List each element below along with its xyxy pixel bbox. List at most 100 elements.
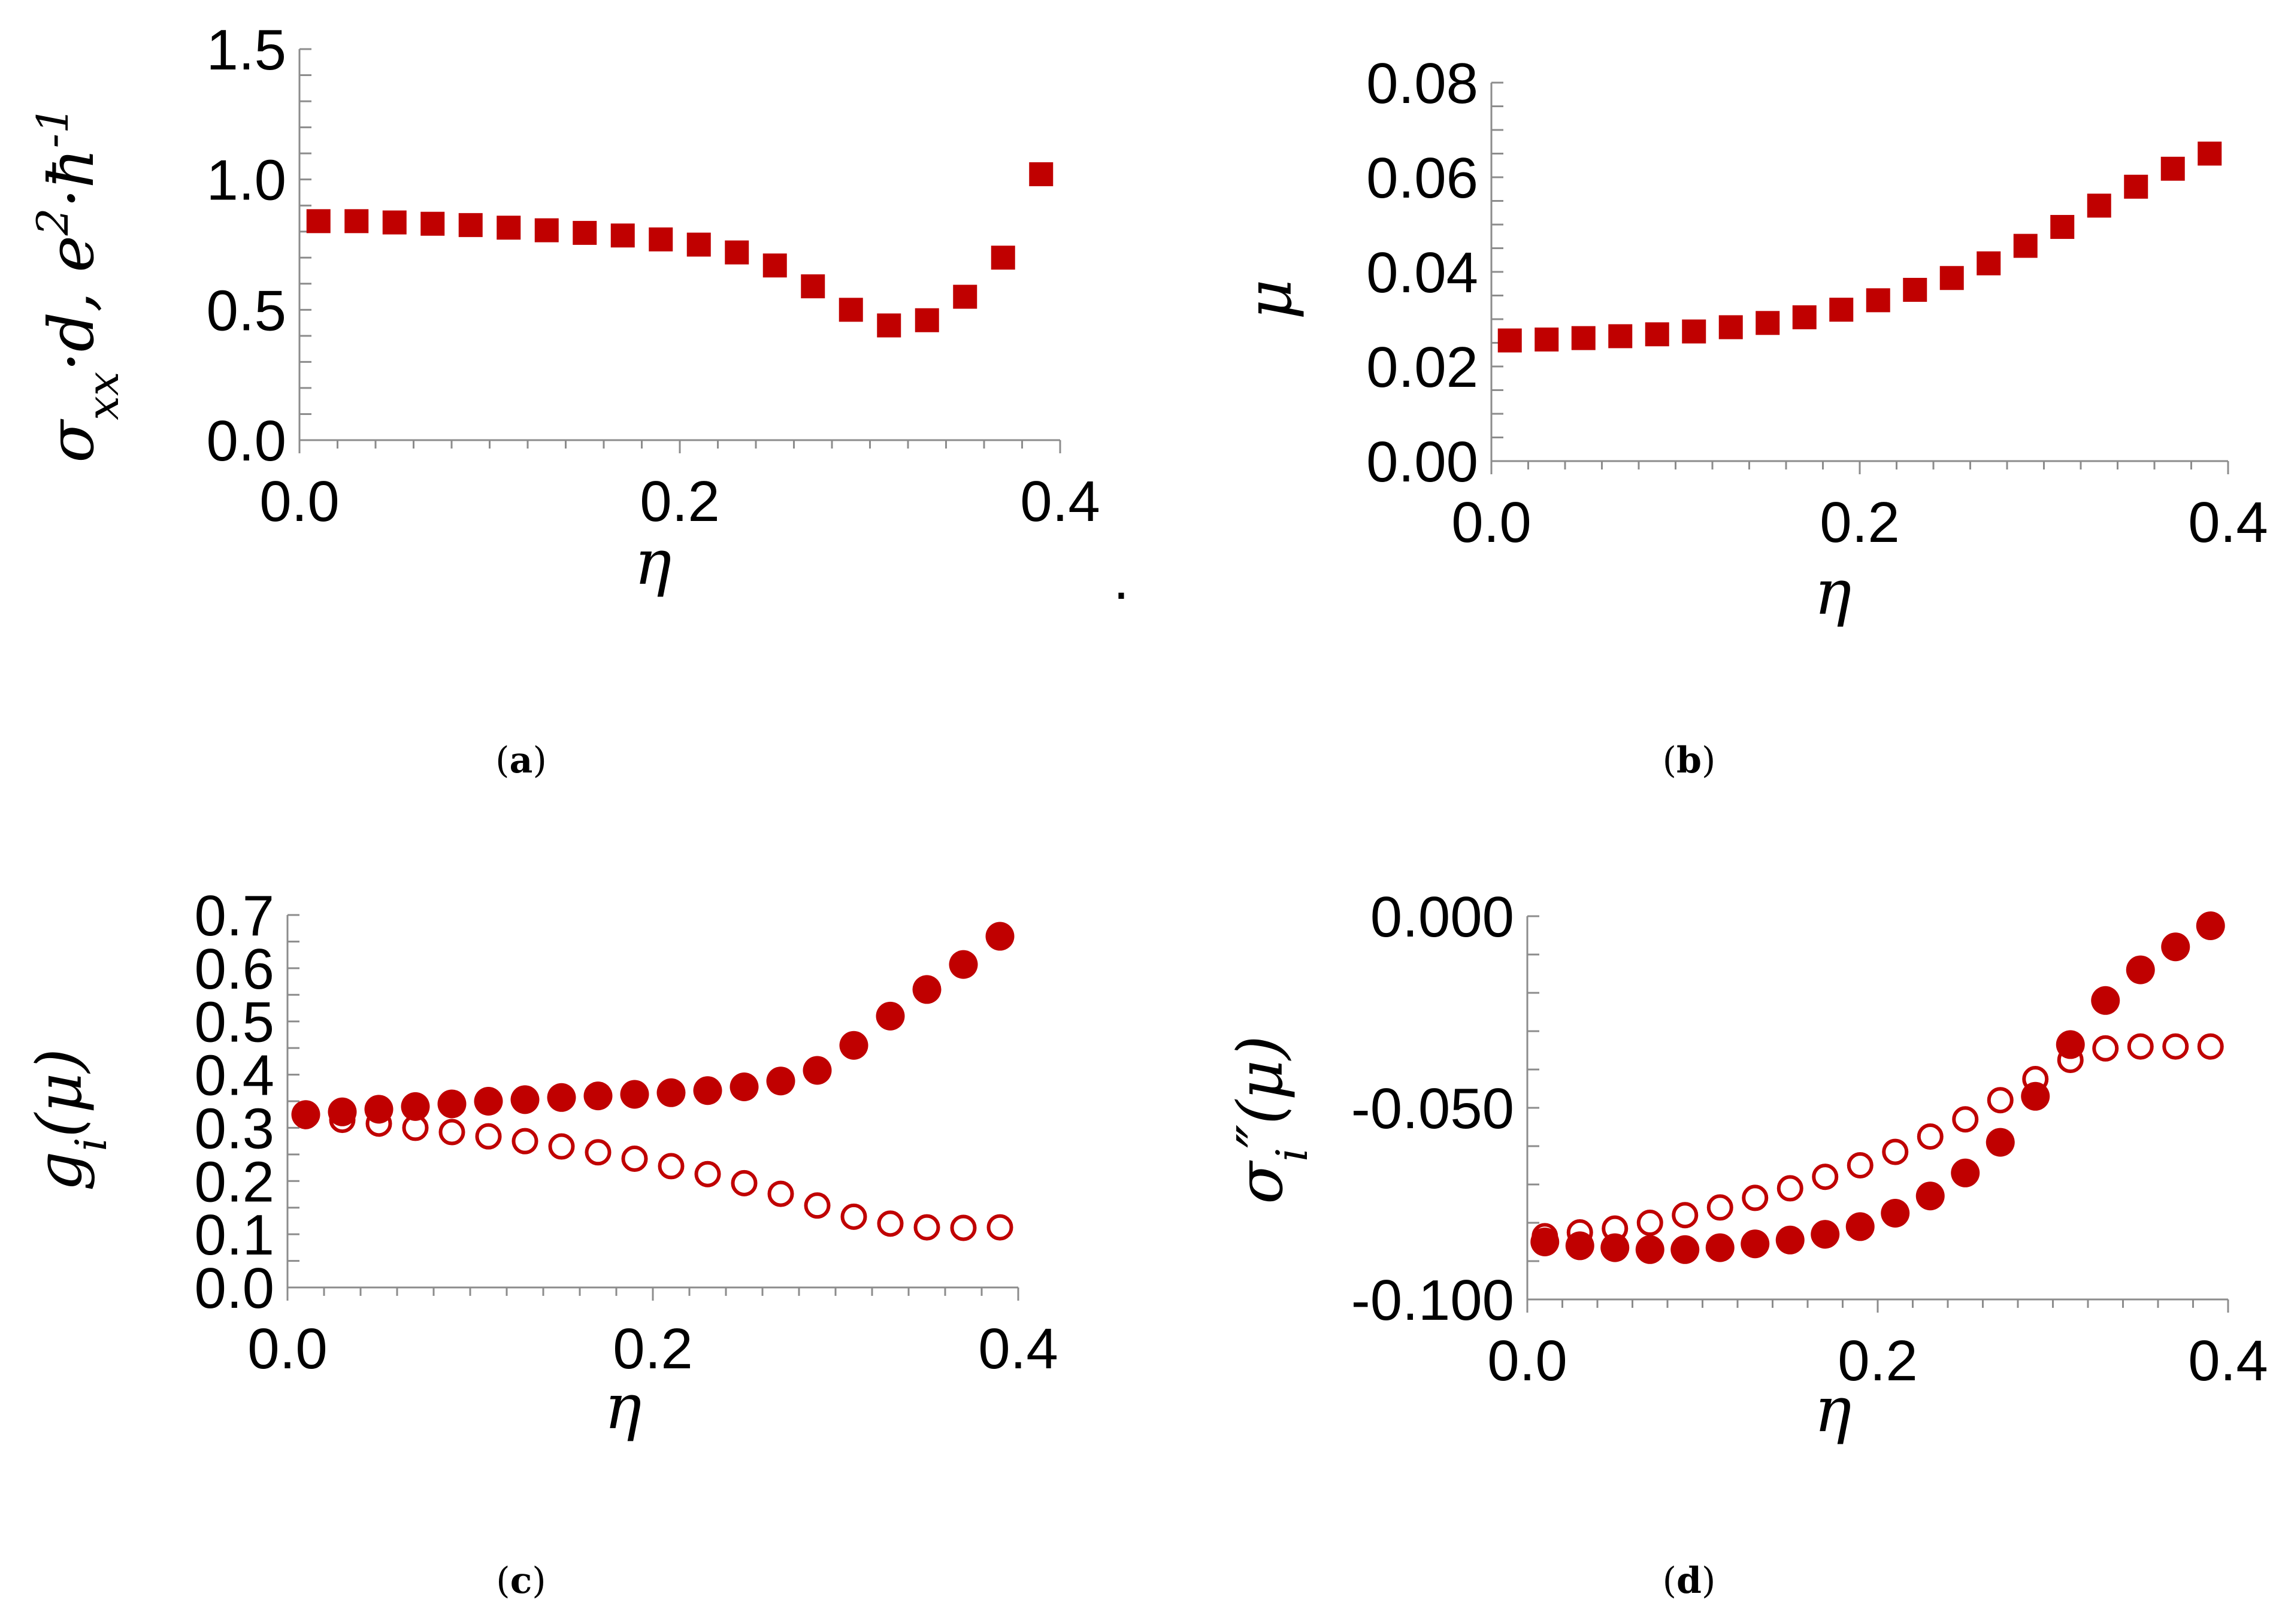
- data-point-b: [1866, 288, 1890, 313]
- y-tick-label-a: 1.5: [207, 18, 286, 82]
- data-point-a: [801, 274, 825, 299]
- data-point-a: [953, 284, 977, 309]
- y-tick-label-c: 0.4: [195, 1044, 274, 1108]
- data-point-d: [1776, 1175, 1803, 1202]
- panel-label-d: (d): [1663, 1560, 1716, 1602]
- panel-c: 0.0 0.2 0.40.00.10.20.30.40.50.60.7 η gi(μ…: [23, 884, 1058, 1602]
- data-point-b: [1497, 328, 1522, 353]
- y-tick-label-c: 0.5: [195, 990, 274, 1055]
- panel-label-c: (c): [496, 1560, 546, 1602]
- data-point-d: [1951, 1158, 1980, 1187]
- y-tick-label-d: 0.000: [1370, 885, 1514, 949]
- data-point-c: [767, 1180, 794, 1207]
- data-point-c: [876, 1001, 905, 1031]
- data-point-a: [458, 213, 483, 237]
- data-point-c: [730, 1072, 759, 1102]
- data-point-c: [986, 1214, 1013, 1241]
- data-point-a: [610, 223, 635, 248]
- y-tick-label-c: 0.3: [195, 1096, 274, 1161]
- data-point-d: [1845, 1212, 1875, 1241]
- data-point-c: [839, 1031, 868, 1060]
- data-point-b: [2013, 234, 2038, 258]
- data-point-c: [877, 1210, 904, 1237]
- data-point-b: [1682, 319, 1706, 344]
- x-axis-title-a: η: [634, 526, 671, 599]
- data-point-a: [420, 211, 445, 236]
- data-point-d: [1847, 1152, 1874, 1178]
- y-tick-label-a: 1.0: [207, 149, 286, 213]
- data-point-c: [328, 1097, 357, 1126]
- data-point-b: [1535, 327, 1559, 352]
- x-tick-label-d: 0.4: [2188, 1329, 2268, 1393]
- data-point-d: [2197, 1033, 2224, 1060]
- x-tick-label-a: 0.0: [259, 469, 339, 534]
- data-point-d: [1532, 1223, 1558, 1250]
- data-point-d: [1636, 1210, 1663, 1236]
- data-point-c: [950, 1214, 977, 1241]
- data-point-c: [475, 1123, 502, 1150]
- x-tick-label-a: 0.2: [640, 469, 719, 534]
- data-point-b: [2198, 141, 2222, 166]
- data-point-a: [306, 209, 331, 234]
- data-point-a: [649, 227, 673, 252]
- plot-a: 0.0 0.2 0.4 0.0 0.5 1.0 1.5: [207, 18, 1100, 534]
- data-point-a: [915, 308, 939, 332]
- data-point-d: [1917, 1123, 1944, 1150]
- y-tick-label-d: -0.050: [1351, 1077, 1514, 1141]
- data-point-d: [1882, 1138, 1909, 1165]
- x-tick-label-b: 0.4: [2188, 490, 2268, 555]
- y-axis-title-b: μ: [1233, 279, 1306, 320]
- panel-d: 0.0 0.2 0.4 -0.100 -0.050 0.000 η σi″(μ) (d): [1224, 885, 2268, 1602]
- data-point-c: [437, 1089, 467, 1119]
- data-point-d: [1672, 1202, 1699, 1229]
- data-point-d: [1530, 1228, 1560, 1256]
- data-point-c: [402, 1114, 429, 1141]
- x-tick-label-d: 0.0: [1487, 1329, 1567, 1393]
- data-point-c: [548, 1133, 575, 1160]
- data-point-b: [1792, 305, 1817, 329]
- data-point-d: [1775, 1225, 1805, 1255]
- data-point-c: [985, 922, 1015, 951]
- series-b-μ: [1497, 141, 2222, 353]
- data-point-b: [1977, 251, 2001, 275]
- data-point-b: [1903, 278, 1927, 302]
- data-point-d: [1881, 1199, 1910, 1228]
- plot-c: 0.0 0.2 0.40.00.10.20.30.40.50.60.7: [195, 884, 1058, 1381]
- y-tick-label-d: -0.100: [1351, 1268, 1514, 1332]
- data-point-d: [1811, 1220, 1840, 1249]
- data-point-d: [1566, 1219, 1593, 1246]
- data-point-d: [1705, 1233, 1735, 1262]
- data-point-c: [913, 1214, 940, 1241]
- data-point-d: [2127, 1033, 2154, 1060]
- data-point-a: [573, 220, 597, 245]
- data-point-a: [839, 298, 863, 322]
- data-point-a: [725, 240, 749, 265]
- data-point-d: [2092, 1035, 2119, 1062]
- data-point-d: [2126, 955, 2155, 984]
- y-tick-label-b: 0.00: [1366, 430, 1478, 494]
- data-point-d: [1602, 1215, 1629, 1242]
- y-tick-label-c: 0.2: [195, 1150, 274, 1214]
- data-point-d: [1635, 1235, 1664, 1264]
- data-point-c: [912, 975, 942, 1004]
- data-point-d: [1742, 1184, 1769, 1211]
- data-point-d: [1952, 1106, 1979, 1133]
- y-tick-label-b: 0.04: [1366, 241, 1478, 305]
- data-point-c: [731, 1169, 758, 1196]
- data-point-d: [1986, 1128, 2015, 1157]
- data-point-c: [694, 1161, 721, 1187]
- y-axis-title-d: σi″(μ): [1224, 1035, 1317, 1204]
- y-tick-label-b: 0.08: [1366, 51, 1478, 116]
- data-point-c: [329, 1107, 356, 1134]
- x-axis-title-b: η: [1814, 556, 1851, 629]
- plot-d: 0.0 0.2 0.4 -0.100 -0.050 0.000: [1351, 885, 2268, 1393]
- data-point-c: [803, 1056, 832, 1085]
- data-point-b: [1718, 315, 1743, 340]
- data-point-d: [1987, 1087, 2014, 1114]
- y-axis-title-a: σxx·d, e2·ħ-1: [28, 106, 128, 463]
- data-point-b: [1939, 266, 1964, 290]
- y-tick-label-c: 0.1: [195, 1203, 274, 1267]
- data-point-d: [2162, 1033, 2189, 1060]
- series-d-filled: [1530, 911, 2225, 1264]
- data-point-c: [949, 950, 978, 979]
